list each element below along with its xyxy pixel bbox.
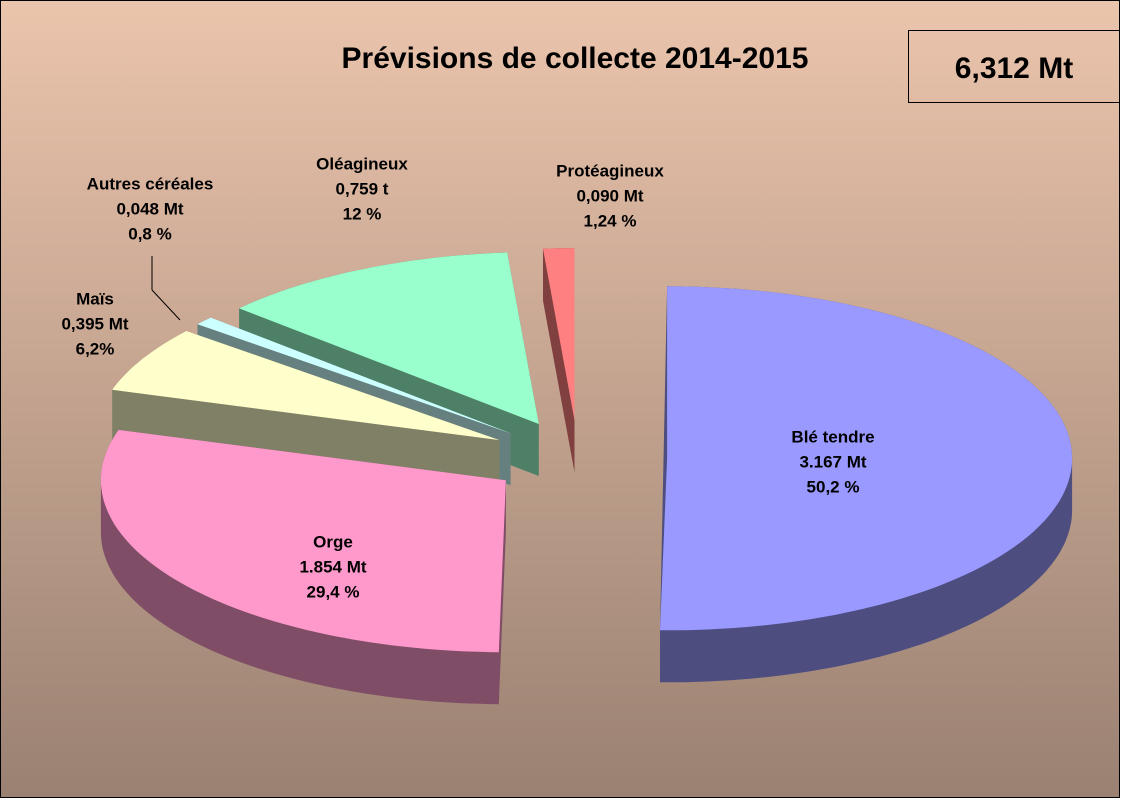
value-label: 29,4 %	[307, 582, 360, 601]
value-label: 1,24 %	[584, 211, 637, 230]
amount-label: 0,759 t	[336, 179, 389, 198]
category-label: Orge	[313, 532, 353, 551]
total-label: 6,312 Mt	[955, 52, 1073, 85]
amount-label: 3.167 Mt	[799, 452, 866, 471]
slice	[100, 429, 506, 653]
category-label: Maïs	[76, 289, 114, 308]
value-label: 6,2%	[76, 339, 115, 358]
value-label: 12 %	[343, 204, 382, 223]
slice	[543, 248, 575, 421]
category-label: Oléagineux	[316, 154, 408, 173]
amount-label: 0,395 Mt	[61, 314, 128, 333]
pie	[100, 248, 1073, 705]
category-label: Protéagineux	[556, 161, 664, 180]
slice	[197, 317, 511, 434]
value-label: 0,8 %	[128, 224, 171, 243]
total-box	[908, 30, 1120, 103]
labels: Blé tendre 3.167 Mt 50,2 % Orge 1.854 Mt 29,4…	[61, 154, 874, 601]
chart-title: Prévisions de collecte 2014-2015	[342, 42, 809, 75]
amount-label: 0,090 Mt	[576, 186, 643, 205]
amount-label: 0,048 Mt	[116, 199, 183, 218]
category-label: Blé tendre	[791, 427, 874, 446]
amount-label: 1.854 Mt	[299, 557, 366, 576]
leader-line	[151, 289, 181, 321]
value-label: 50,2 %	[807, 477, 860, 496]
slice	[239, 252, 539, 424]
slice	[112, 331, 500, 441]
category-label: Autres céréales	[87, 174, 214, 193]
slice	[660, 286, 1073, 631]
